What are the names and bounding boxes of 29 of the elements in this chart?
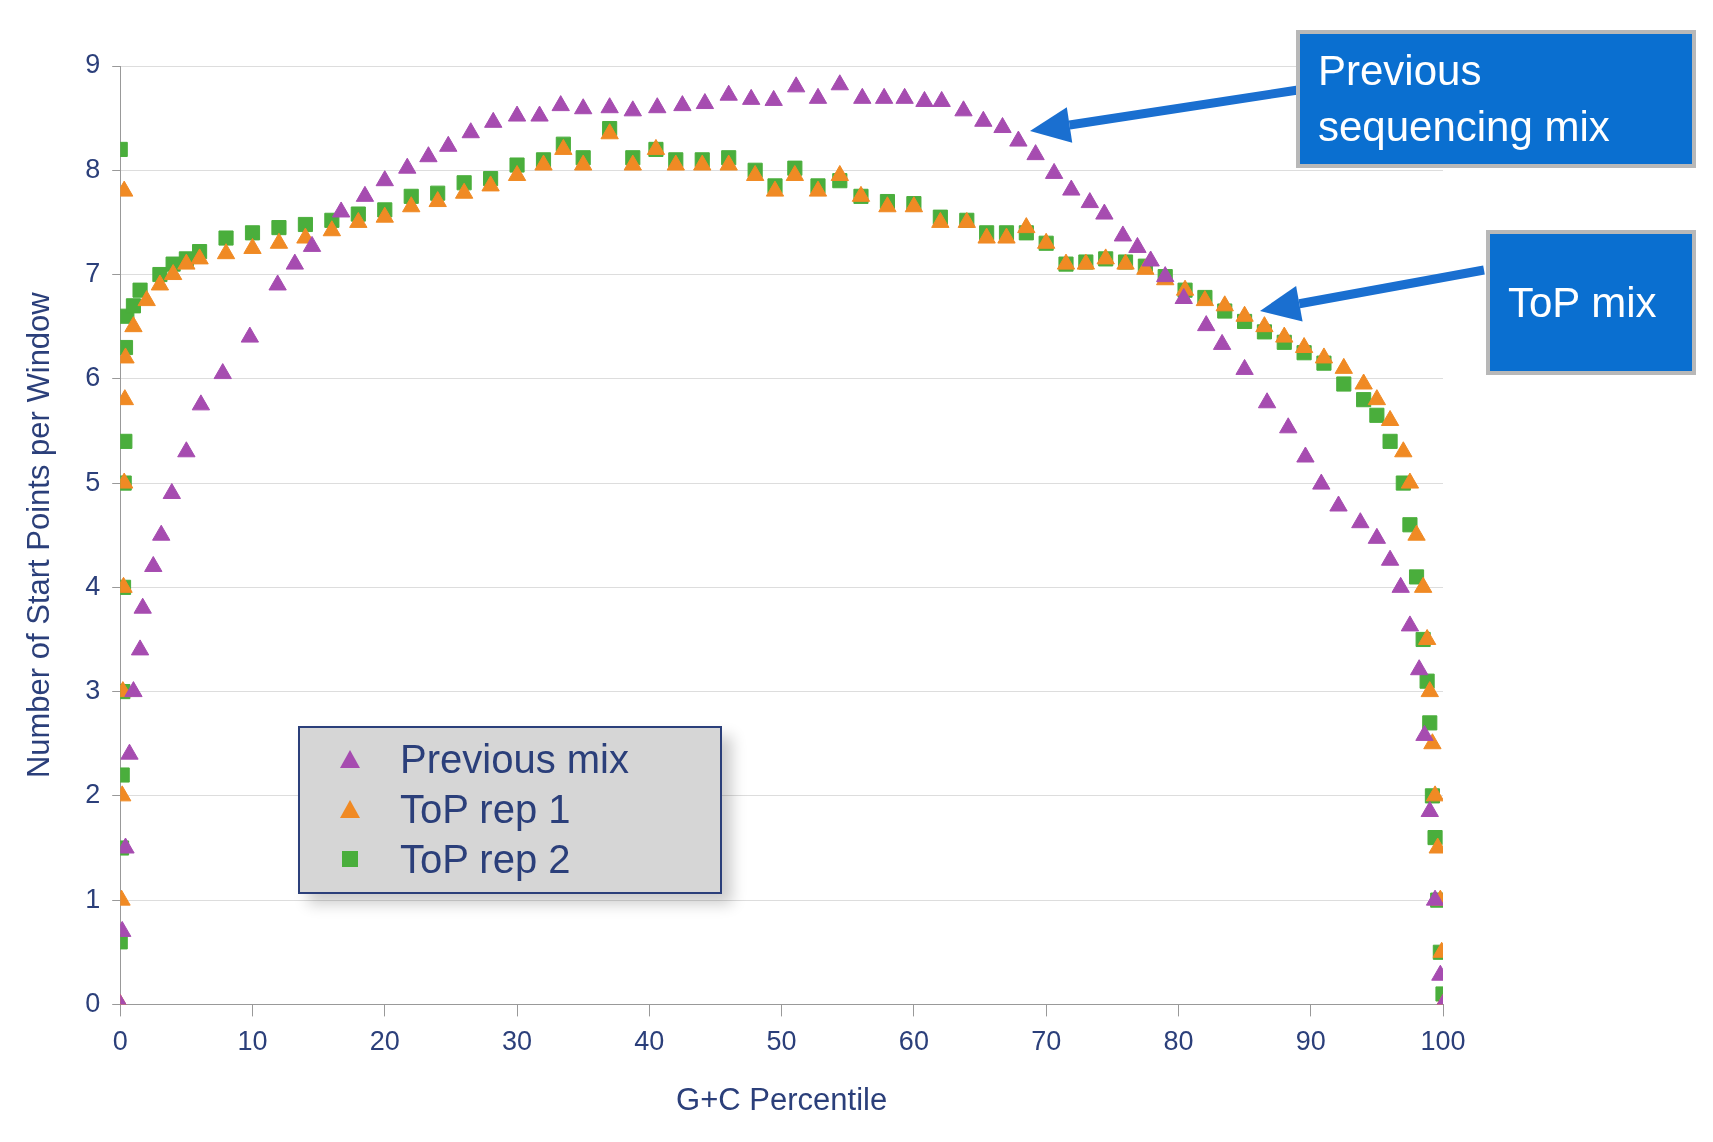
x-tick-label: 80 — [1163, 1026, 1194, 1057]
x-tick-label: 100 — [1420, 1026, 1466, 1057]
legend-label: ToP rep 2 — [400, 836, 571, 882]
y-tick-label: 2 — [85, 779, 101, 810]
x-tick-label: 40 — [634, 1026, 665, 1057]
x-tick-label: 90 — [1295, 1026, 1326, 1057]
x-axis-title: G+C Percentile — [676, 1081, 888, 1117]
y-tick-label: 1 — [85, 883, 101, 914]
y-tick-label: 8 — [85, 153, 101, 184]
y-tick-label: 3 — [85, 675, 101, 706]
y-tick-label: 6 — [85, 362, 101, 393]
y-tick-label: 5 — [85, 466, 101, 497]
y-tick-label: 4 — [85, 570, 101, 601]
y-tick-label: 0 — [85, 987, 101, 1018]
x-tick-label: 50 — [766, 1026, 797, 1057]
legend-label: ToP rep 1 — [400, 786, 571, 832]
x-tick-label: 10 — [237, 1026, 268, 1057]
y-axis-title: Number of Start Points per Window — [21, 291, 57, 779]
callout-box: Previous sequencing mix — [1296, 30, 1696, 168]
legend-label: Previous mix — [400, 736, 629, 782]
callout-box: ToP mix — [1486, 230, 1696, 375]
y-tick-label: 7 — [85, 257, 101, 288]
x-tick-label: 60 — [898, 1026, 929, 1057]
annotation: Previous sequencing mix — [1318, 46, 1611, 152]
x-tick-label: 0 — [112, 1026, 128, 1057]
y-tick-label: 9 — [85, 49, 101, 80]
x-tick-label: 30 — [502, 1026, 533, 1057]
x-tick-label: 70 — [1031, 1026, 1062, 1057]
x-tick-label: 20 — [369, 1026, 400, 1057]
